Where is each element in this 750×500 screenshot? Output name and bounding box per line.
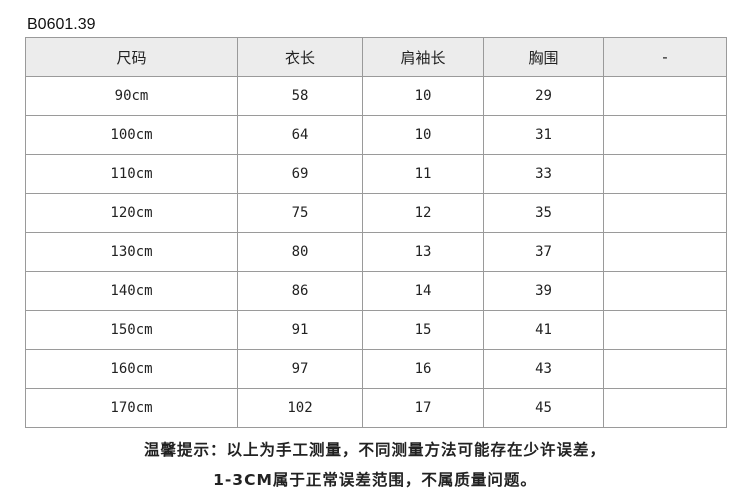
table-cell: 100cm	[25, 115, 238, 155]
table-cell: 75	[237, 193, 363, 233]
table-cell	[603, 193, 727, 233]
table-row: 120cm 75 12 35	[25, 193, 727, 233]
table-cell: 69	[237, 154, 363, 194]
table-cell: 91	[237, 310, 363, 350]
table-row: 140cm 86 14 39	[25, 271, 727, 311]
table-cell: 35	[483, 193, 604, 233]
table-cell: 120cm	[25, 193, 238, 233]
table-cell: 41	[483, 310, 604, 350]
column-header: -	[603, 37, 727, 77]
table-cell: 43	[483, 349, 604, 389]
table-cell: 11	[362, 154, 484, 194]
table-cell: 37	[483, 232, 604, 272]
table-cell: 39	[483, 271, 604, 311]
table-row: 150cm 91 15 41	[25, 310, 727, 350]
table-cell: 15	[362, 310, 484, 350]
table-cell: 90cm	[25, 76, 238, 116]
table-row: 160cm 97 16 43	[25, 349, 727, 389]
table-cell: 160cm	[25, 349, 238, 389]
table-cell	[603, 388, 727, 428]
column-header: 肩袖长	[362, 37, 484, 77]
table-header-row: 尺码 衣长 肩袖长 胸围 -	[25, 37, 727, 77]
table-cell	[603, 271, 727, 311]
table-cell: 64	[237, 115, 363, 155]
table-cell	[603, 349, 727, 389]
table-cell: 102	[237, 388, 363, 428]
table-cell: 14	[362, 271, 484, 311]
table-cell: 16	[362, 349, 484, 389]
size-chart-table: 尺码 衣长 肩袖长 胸围 - 90cm 58 10 29 100cm 64 10 31 110cm 69 1…	[25, 37, 727, 428]
table-row: 90cm 58 10 29	[25, 76, 727, 116]
table-row: 100cm 64 10 31	[25, 115, 727, 155]
table-cell: 86	[237, 271, 363, 311]
table-cell: 45	[483, 388, 604, 428]
table-cell	[603, 115, 727, 155]
table-cell: 130cm	[25, 232, 238, 272]
note-line-2: 1-3CM属于正常误差范围，不属质量问题。	[213, 471, 537, 489]
table-cell: 140cm	[25, 271, 238, 311]
table-cell	[603, 232, 727, 272]
table-cell	[603, 154, 727, 194]
table-cell: 58	[237, 76, 363, 116]
table-cell: 150cm	[25, 310, 238, 350]
column-header: 尺码	[25, 37, 238, 77]
table-cell: 17	[362, 388, 484, 428]
table-cell: 110cm	[25, 154, 238, 194]
table-cell: 29	[483, 76, 604, 116]
column-header: 胸围	[483, 37, 604, 77]
table-cell: 80	[237, 232, 363, 272]
table-row: 110cm 69 11 33	[25, 154, 727, 194]
table-cell: 97	[237, 349, 363, 389]
column-header: 衣长	[237, 37, 363, 77]
table-cell	[603, 310, 727, 350]
table-cell: 10	[362, 115, 484, 155]
table-row: 130cm 80 13 37	[25, 232, 727, 272]
product-code: B0601.39	[27, 16, 96, 33]
table-cell: 12	[362, 193, 484, 233]
table-row: 170cm 102 17 45	[25, 388, 727, 428]
table-cell: 13	[362, 232, 484, 272]
table-cell: 10	[362, 76, 484, 116]
table-cell: 170cm	[25, 388, 238, 428]
table-cell	[603, 76, 727, 116]
table-cell: 33	[483, 154, 604, 194]
note-line-1: 温馨提示：以上为手工测量，不同测量方法可能存在少许误差，	[143, 441, 606, 459]
table-cell: 31	[483, 115, 604, 155]
